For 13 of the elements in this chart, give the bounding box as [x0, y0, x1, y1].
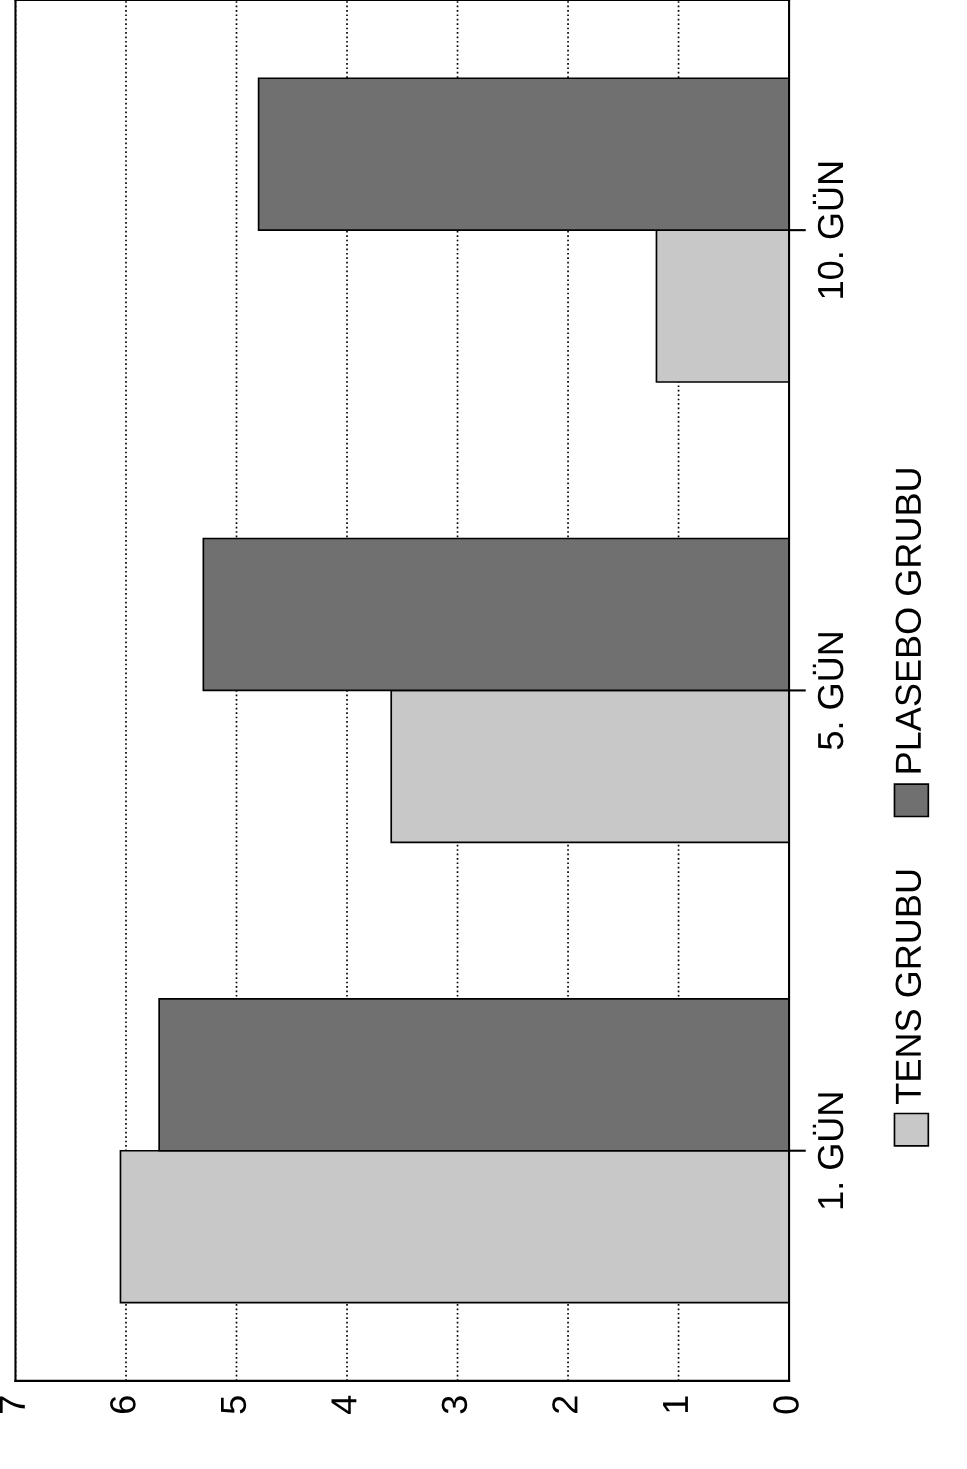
x-tick-label: 7	[0, 1396, 25, 1413]
x-tick-label: 4	[331, 1395, 357, 1414]
x-tick-label: 1	[663, 1396, 688, 1413]
x-tick-label: 2	[552, 1396, 578, 1414]
text: PLASEBO GRUBU	[895, 469, 922, 773]
y-tick-label: 5. GÜN	[812, 633, 844, 750]
y-tick-label: 1. GÜN	[812, 1093, 844, 1209]
x-tick-label: 6	[110, 1396, 136, 1413]
x-tick-label: 0	[773, 1396, 799, 1414]
x-tick-label: 3	[441, 1396, 468, 1414]
y-tick-label: 10. GÜN	[812, 162, 844, 298]
text: TENS GRUBU	[895, 870, 922, 1104]
x-tick-label: 5	[221, 1396, 247, 1414]
